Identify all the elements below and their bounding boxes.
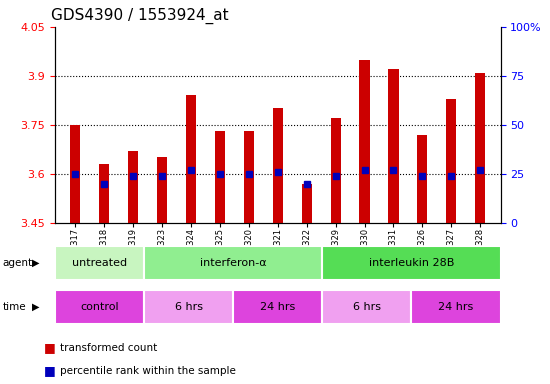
Text: 24 hrs: 24 hrs bbox=[438, 302, 474, 312]
Bar bbox=[475, 73, 485, 223]
Bar bbox=[144, 290, 233, 324]
Bar bbox=[388, 69, 399, 223]
Bar bbox=[411, 290, 500, 324]
Bar bbox=[322, 246, 500, 280]
Bar bbox=[233, 290, 322, 324]
Text: untreated: untreated bbox=[72, 258, 127, 268]
Text: ■: ■ bbox=[44, 341, 56, 354]
Text: 6 hrs: 6 hrs bbox=[175, 302, 202, 312]
Bar bbox=[322, 290, 411, 324]
Bar bbox=[301, 184, 312, 223]
Bar bbox=[70, 125, 80, 223]
Bar bbox=[417, 134, 427, 223]
Bar bbox=[128, 151, 138, 223]
Text: interleukin 28B: interleukin 28B bbox=[368, 258, 454, 268]
Bar bbox=[446, 99, 456, 223]
Bar bbox=[244, 131, 254, 223]
Text: ■: ■ bbox=[44, 364, 56, 377]
Text: 24 hrs: 24 hrs bbox=[260, 302, 295, 312]
Text: GDS4390 / 1553924_at: GDS4390 / 1553924_at bbox=[51, 8, 228, 24]
Text: 6 hrs: 6 hrs bbox=[353, 302, 381, 312]
Bar bbox=[157, 157, 167, 223]
Bar bbox=[144, 246, 322, 280]
Text: time: time bbox=[3, 302, 26, 312]
Text: ▶: ▶ bbox=[32, 302, 40, 312]
Bar bbox=[360, 60, 370, 223]
Text: interferon-α: interferon-α bbox=[200, 258, 267, 268]
Bar bbox=[186, 95, 196, 223]
Bar bbox=[273, 108, 283, 223]
Text: transformed count: transformed count bbox=[60, 343, 158, 353]
Bar bbox=[55, 246, 144, 280]
Bar bbox=[331, 118, 340, 223]
Bar bbox=[55, 290, 144, 324]
Bar bbox=[215, 131, 225, 223]
Text: control: control bbox=[80, 302, 119, 312]
Text: ▶: ▶ bbox=[32, 258, 40, 268]
Text: agent: agent bbox=[3, 258, 33, 268]
Text: percentile rank within the sample: percentile rank within the sample bbox=[60, 366, 236, 376]
Bar bbox=[99, 164, 109, 223]
